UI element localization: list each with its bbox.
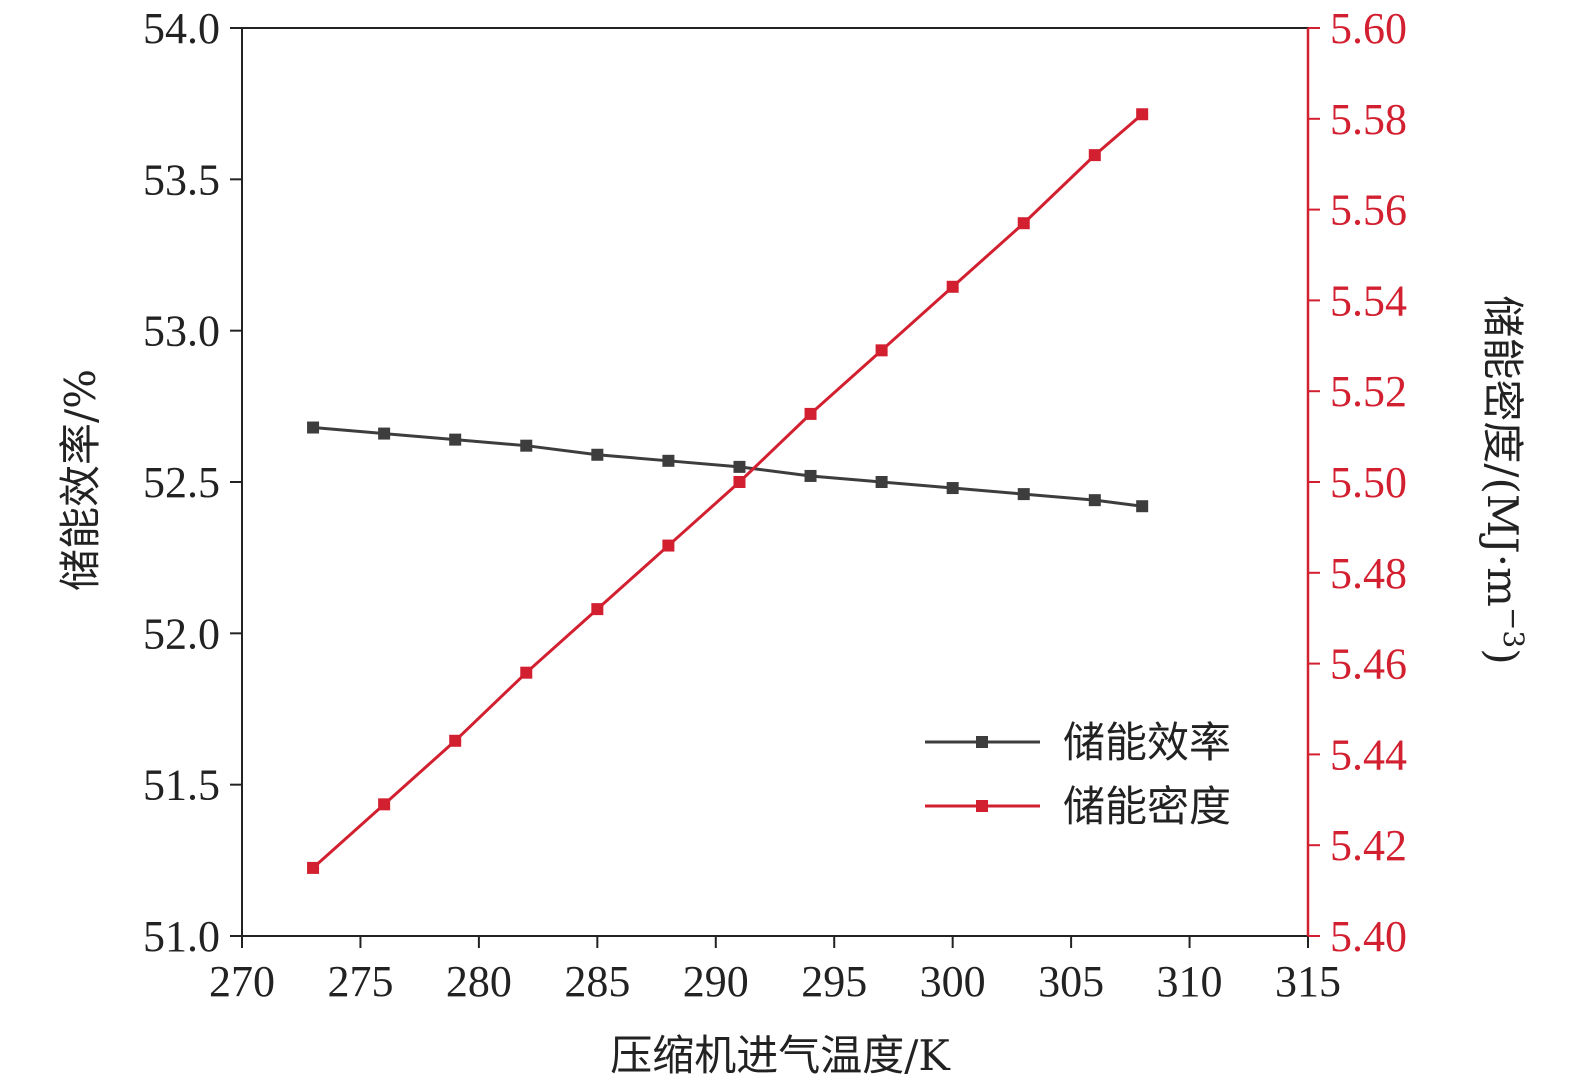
left-y-tick-label: 52.5	[143, 458, 220, 507]
series-2-point	[946, 280, 959, 293]
right-y-tick-label: 5.40	[1330, 912, 1407, 961]
left-y-tick-label: 51.5	[143, 761, 220, 810]
series-2-point	[378, 798, 391, 811]
series-2-point	[520, 666, 533, 679]
legend-label-1: 储能效率	[1063, 718, 1231, 767]
left-y-tick-label: 52.0	[143, 609, 220, 658]
series-2-point	[1017, 217, 1030, 230]
x-tick-label: 270	[209, 957, 275, 1006]
series-1-point	[662, 454, 675, 467]
right-y-tick-label: 5.50	[1330, 458, 1407, 507]
series-1-point	[1017, 488, 1030, 501]
series-1-point	[946, 482, 959, 495]
right-y-axis-title-main: 储能密度/(MJ·m	[1478, 295, 1527, 607]
right-y-tick-label: 5.44	[1330, 730, 1407, 779]
right-y-axis-title-close: )	[1478, 648, 1527, 664]
x-tick-label: 295	[801, 957, 867, 1006]
series-2-point	[307, 861, 320, 874]
series-2-point	[733, 476, 746, 488]
right-y-axis-title-superscript: −3	[1497, 607, 1530, 648]
right-y-axis-title: 储能密度/(MJ·m−3)	[1478, 295, 1530, 664]
right-y-axis-ticks: 5.40 5.42 5.44 5.46 5.48 5.50 5.52 5.54 5.56 5.58…	[1308, 4, 1407, 961]
x-tick-label: 275	[327, 957, 393, 1006]
legend-marker-2	[976, 800, 988, 812]
x-tick-label: 305	[1038, 957, 1104, 1006]
x-tick-label: 280	[446, 957, 512, 1006]
left-y-axis-ticks: 51.0 51.5 52.0 52.5 53.0 53.5 54.0	[143, 4, 242, 961]
x-tick-label: 315	[1275, 957, 1341, 1006]
series-1-point	[1088, 494, 1101, 507]
left-y-tick-label: 53.0	[143, 307, 220, 356]
x-axis-ticks: 270 275 280 285 290 295 300 305 310 315	[209, 936, 1341, 1006]
right-y-tick-label: 5.56	[1330, 186, 1407, 235]
legend-marker-1	[976, 736, 988, 748]
series-1-point	[307, 421, 320, 434]
left-y-axis-title: 储能效率/%	[56, 369, 105, 591]
right-y-tick-label: 5.60	[1330, 4, 1407, 53]
left-y-tick-label: 53.5	[143, 155, 220, 204]
x-axis-title: 压缩机进气温度/K	[610, 1031, 951, 1080]
right-y-tick-label: 5.54	[1330, 276, 1407, 325]
series-1-point	[378, 427, 391, 440]
series-1-point	[449, 433, 462, 446]
right-y-tick-label: 5.52	[1330, 367, 1407, 416]
right-y-tick-label: 5.48	[1330, 549, 1407, 598]
series-1-point	[804, 469, 817, 482]
x-tick-label: 300	[920, 957, 986, 1006]
series-2-point	[449, 734, 462, 747]
series-1-point	[733, 460, 746, 473]
series-1-point	[1136, 500, 1149, 513]
series-2-point	[591, 603, 604, 616]
series-1-point	[520, 439, 533, 452]
right-y-tick-label: 5.46	[1330, 640, 1407, 689]
right-y-tick-label: 5.42	[1330, 821, 1407, 870]
series-2-point	[662, 539, 675, 552]
right-y-tick-label: 5.58	[1330, 95, 1407, 144]
series-group	[307, 108, 1149, 874]
series-2-point	[1136, 108, 1149, 121]
x-tick-label: 310	[1157, 957, 1223, 1006]
x-tick-label: 290	[683, 957, 749, 1006]
left-y-tick-label: 54.0	[143, 4, 220, 53]
series-2-point	[875, 344, 888, 357]
series-1-point	[591, 448, 604, 461]
left-y-tick-label: 51.0	[143, 912, 220, 961]
x-tick-label: 285	[564, 957, 630, 1006]
series-2-point	[1088, 149, 1101, 162]
legend-label-2: 储能密度	[1063, 782, 1231, 831]
series-1-point	[875, 476, 888, 488]
series-2-point	[804, 407, 817, 420]
